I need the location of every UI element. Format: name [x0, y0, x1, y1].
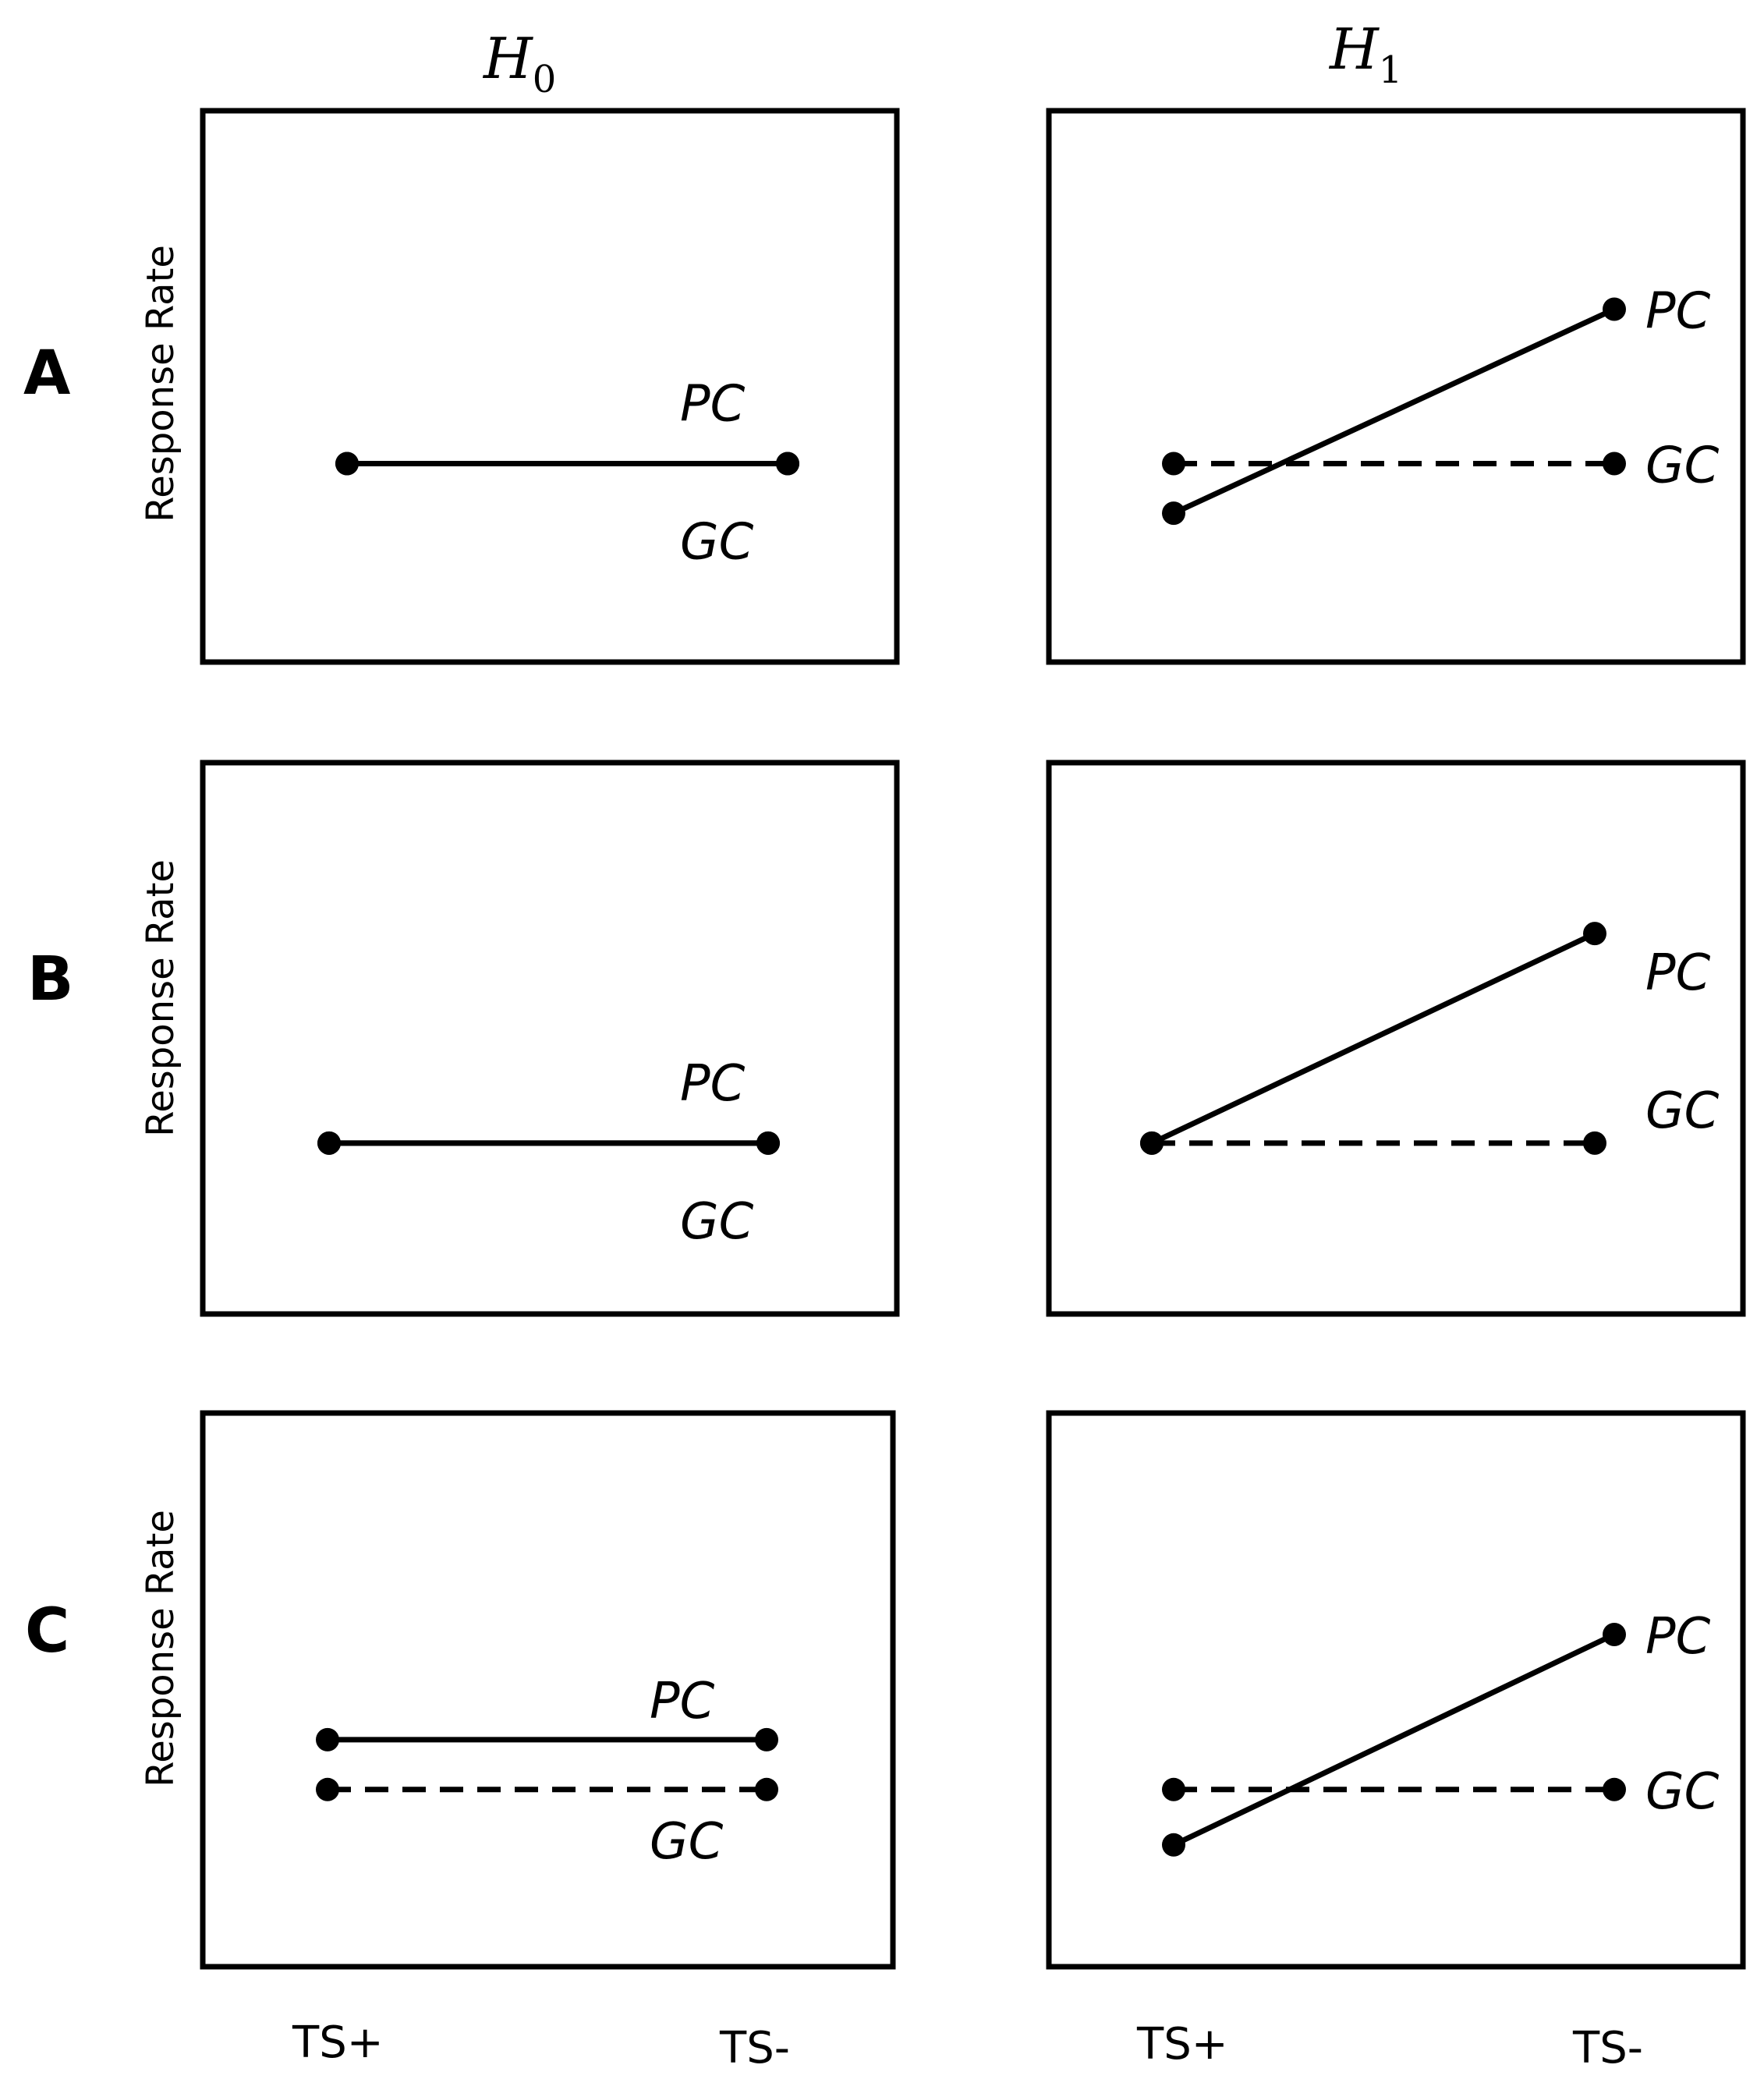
- panel-frame-c-h0: [200, 1410, 896, 1970]
- x-tick-label-h0-ts-minus: TS-: [719, 2023, 790, 2074]
- data-point-pc-ts-plus-c-h0: [316, 1727, 339, 1751]
- series-label-pc-b-h0: PC: [680, 1055, 746, 1113]
- series-line-pc-b-h1: [1150, 931, 1596, 1146]
- data-point-gc-ts-minus-a-h1: [1603, 452, 1626, 476]
- data-point-pc-ts-minus-b-h1: [1583, 922, 1606, 946]
- data-point-gc-ts-minus-c-h0: [755, 1777, 778, 1801]
- y-axis-label-b: Response Rate: [139, 859, 182, 1137]
- series-label-gc-c-h1: GC: [1645, 1763, 1720, 1821]
- y-axis-label-c: Response Rate: [139, 1510, 182, 1787]
- data-point-gc-ts-minus-b-h1: [1583, 1131, 1606, 1155]
- panel-frame-a-h0: [200, 108, 900, 665]
- series-label-pc-b-h1: PC: [1645, 944, 1711, 1002]
- column-header-h0: H0: [482, 26, 556, 101]
- chart-marks: PC GC PC GC PC GC PC GC PC GC PC GC: [316, 283, 1720, 1871]
- series-line-pc-a-h1: [1172, 306, 1616, 516]
- x-tick-label-h1-ts-minus: TS-: [1572, 2023, 1643, 2074]
- data-point-pc-ts-plus-c-h1: [1162, 1833, 1185, 1857]
- y-axis-label-a: Response Rate: [139, 245, 182, 522]
- data-point-pc-ts-minus-c-h1: [1603, 1623, 1626, 1646]
- series-label-gc-b-h1: GC: [1645, 1082, 1720, 1140]
- panel-frame-b-h1: [1046, 760, 1746, 1317]
- data-point-gc-ts-plus-c-h1: [1162, 1777, 1185, 1801]
- data-point-pc-ts-plus-b-h1: [1140, 1131, 1164, 1155]
- row-label-b: B: [27, 944, 73, 1015]
- data-point-gc-ts-minus-a-h0: [776, 452, 799, 476]
- data-point-gc-ts-plus-a-h0: [335, 452, 359, 476]
- data-point-gc-ts-plus-a-h1: [1162, 452, 1185, 476]
- data-point-gc-ts-minus-b-h0: [756, 1131, 780, 1155]
- column-header-h1: H1: [1328, 16, 1402, 92]
- row-label-c: C: [25, 1596, 69, 1666]
- series-label-pc-c-h1: PC: [1645, 1608, 1711, 1666]
- data-point-pc-ts-plus-a-h1: [1162, 501, 1185, 526]
- data-point-pc-ts-minus-c-h0: [755, 1727, 778, 1751]
- x-tick-label-h1-ts-plus: TS+: [1136, 2019, 1228, 2070]
- panel-frame-c-h1: [1046, 1410, 1746, 1970]
- series-label-gc-a-h1: GC: [1645, 437, 1720, 494]
- series-label-gc-c-h0: GC: [650, 1813, 724, 1871]
- series-label-pc-a-h1: PC: [1645, 283, 1711, 341]
- x-tick-label-h0-ts-plus: TS+: [292, 2017, 384, 2068]
- column-header-h0-sub: 0: [533, 58, 557, 101]
- series-label-pc-a-h0: PC: [680, 375, 746, 433]
- data-point-gc-ts-minus-c-h1: [1603, 1777, 1626, 1801]
- series-label-pc-c-h0: PC: [650, 1673, 715, 1730]
- row-label-a: A: [23, 338, 70, 409]
- series-label-gc-b-h0: GC: [680, 1193, 754, 1251]
- column-header-h1-main: H: [1328, 16, 1380, 82]
- series-line-pc-c-h1: [1172, 1631, 1616, 1847]
- data-point-pc-ts-minus-a-h1: [1603, 297, 1626, 321]
- column-header-h0-main: H: [482, 26, 533, 91]
- series-label-gc-a-h0: GC: [680, 513, 754, 571]
- data-point-gc-ts-plus-b-h0: [317, 1131, 341, 1155]
- panel-frame-a-h1: [1046, 108, 1746, 665]
- column-header-h1-sub: 1: [1379, 48, 1403, 92]
- data-point-gc-ts-plus-c-h0: [316, 1777, 339, 1801]
- panel-frame-b-h0: [200, 760, 900, 1317]
